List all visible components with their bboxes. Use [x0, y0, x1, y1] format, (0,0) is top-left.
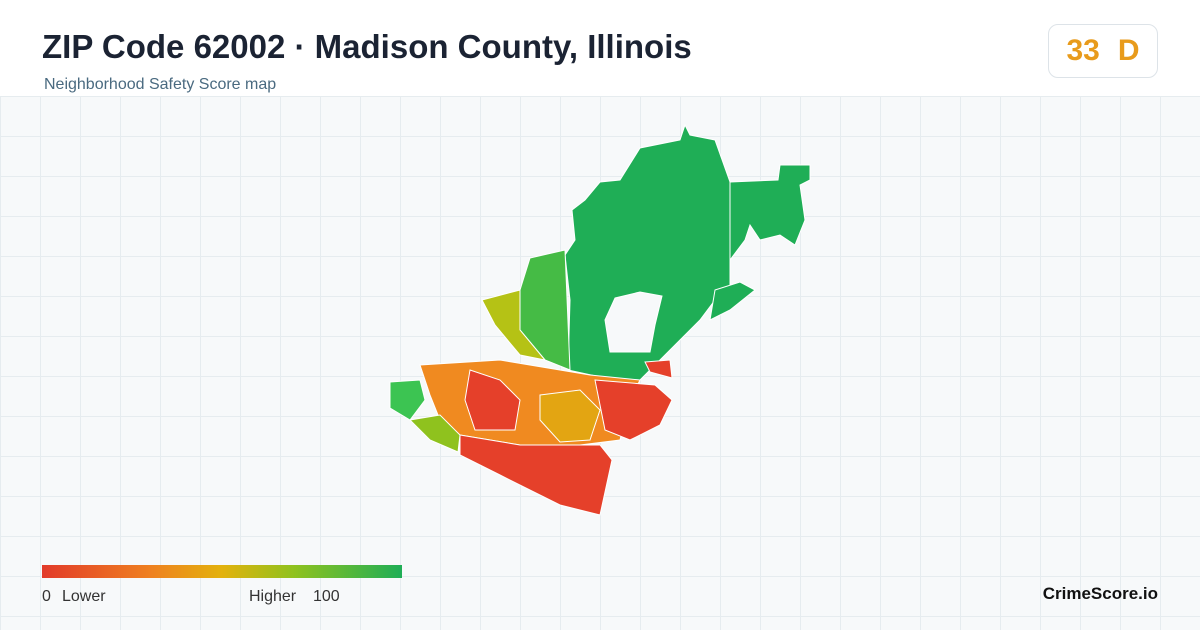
region — [594, 379, 673, 441]
region — [729, 164, 811, 262]
legend-max: 100 — [313, 588, 340, 605]
header — [0, 0, 1200, 96]
region — [644, 359, 673, 379]
legend-gradient — [42, 565, 402, 578]
subtitle: Neighborhood Safety Score map — [44, 76, 277, 93]
region — [464, 369, 521, 431]
score-value: 33 — [1066, 34, 1100, 67]
region — [408, 414, 461, 453]
legend-min: 0 — [42, 588, 51, 605]
legend-max-label: Higher — [249, 588, 297, 605]
score-badge: 33 D — [1048, 24, 1158, 78]
region — [481, 289, 547, 361]
score-grade: D — [1117, 34, 1140, 67]
region — [459, 434, 613, 516]
region — [539, 389, 601, 443]
region — [389, 379, 426, 421]
legend-min-label: Lower — [62, 588, 106, 605]
title: ZIP Code 62002 · Madison County, Illinoi… — [42, 28, 692, 65]
brand: CrimeScore.io — [1042, 584, 1158, 603]
region — [709, 281, 756, 321]
region-hole — [604, 291, 663, 353]
